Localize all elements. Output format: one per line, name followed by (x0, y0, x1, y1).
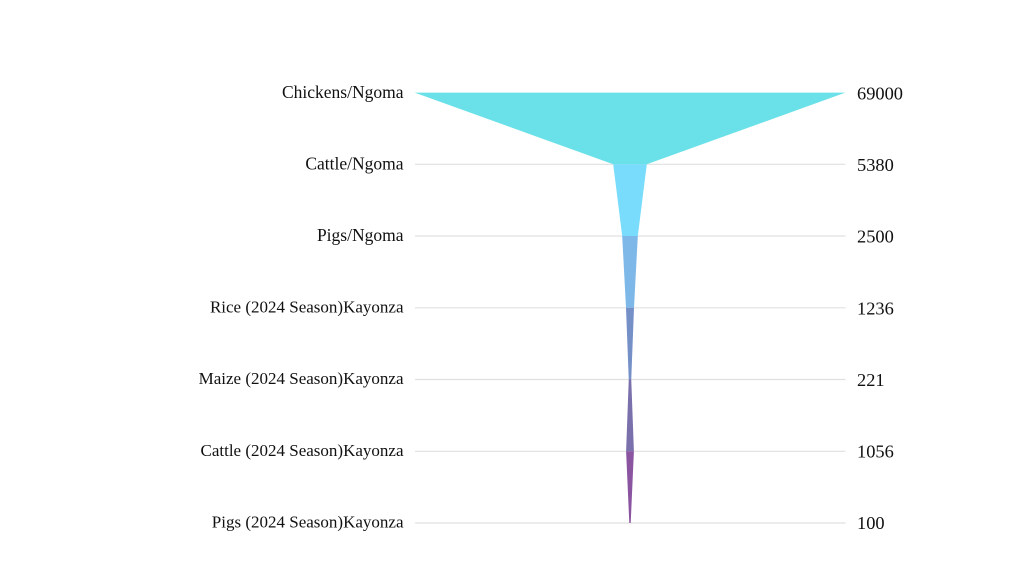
svg-text:5380: 5380 (857, 155, 894, 175)
svg-text:100: 100 (857, 513, 885, 533)
svg-text:69000: 69000 (857, 83, 903, 103)
svg-text:Cattle/Ngoma: Cattle/Ngoma (305, 153, 403, 173)
svg-text:Chickens/Ngoma: Chickens/Ngoma (282, 82, 404, 102)
svg-text:Rice (2024 Season)Kayonza: Rice (2024 Season)Kayonza (210, 298, 404, 317)
svg-text:1056: 1056 (857, 442, 894, 462)
svg-text:221: 221 (857, 370, 885, 390)
svg-text:2500: 2500 (857, 227, 894, 247)
svg-text:Pigs (2024 Season)Kayonza: Pigs (2024 Season)Kayonza (212, 512, 404, 531)
svg-text:Pigs/Ngoma: Pigs/Ngoma (317, 225, 404, 245)
svg-text:Maize (2024 Season)Kayonza: Maize (2024 Season)Kayonza (199, 369, 404, 388)
svg-text:1236: 1236 (857, 298, 894, 318)
svg-text:Cattle (2024 Season)Kayonza: Cattle (2024 Season)Kayonza (201, 441, 404, 460)
